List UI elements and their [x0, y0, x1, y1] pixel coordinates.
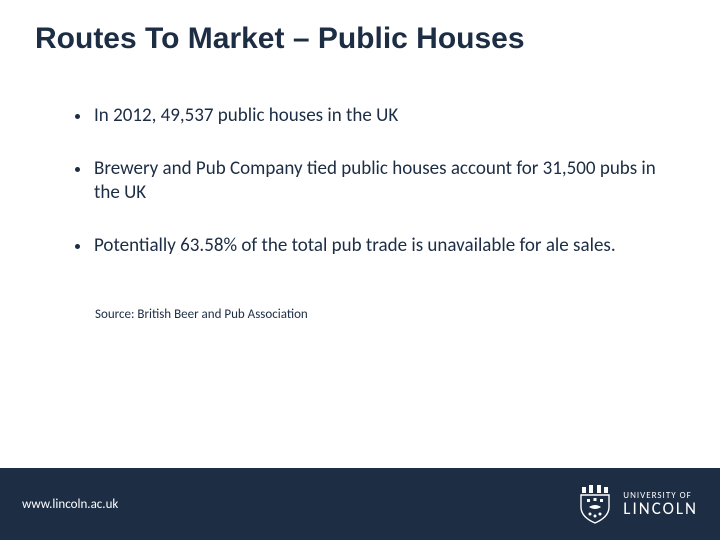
- bullet-item: Brewery and Pub Company tied public hous…: [75, 157, 660, 206]
- footer-url: www.lincoln.ac.uk: [22, 497, 118, 512]
- bullet-text: Potentially 63.58% of the total pub trad…: [94, 234, 660, 259]
- bullet-item: In 2012, 49,537 public houses in the UK: [75, 104, 660, 129]
- logo-text: UNIVERSITY OF LINCOLN: [623, 491, 698, 517]
- bullet-item: Potentially 63.58% of the total pub trad…: [75, 234, 660, 259]
- footer-bar: www.lincoln.ac.uk: [0, 468, 720, 540]
- bullet-dot-icon: [75, 114, 80, 119]
- bullet-dot-icon: [75, 244, 80, 249]
- logo-bottom-text: LINCOLN: [623, 500, 698, 517]
- bullet-dot-icon: [75, 167, 80, 172]
- slide-title: Routes To Market – Public Houses: [0, 0, 720, 56]
- bullet-text: Brewery and Pub Company tied public hous…: [94, 157, 660, 206]
- crest-icon: [575, 483, 615, 525]
- content-area: In 2012, 49,537 public houses in the UK …: [0, 56, 720, 259]
- bullet-text: In 2012, 49,537 public houses in the UK: [94, 104, 660, 129]
- university-logo: UNIVERSITY OF LINCOLN: [575, 483, 698, 525]
- source-citation: Source: British Beer and Pub Association: [0, 287, 720, 322]
